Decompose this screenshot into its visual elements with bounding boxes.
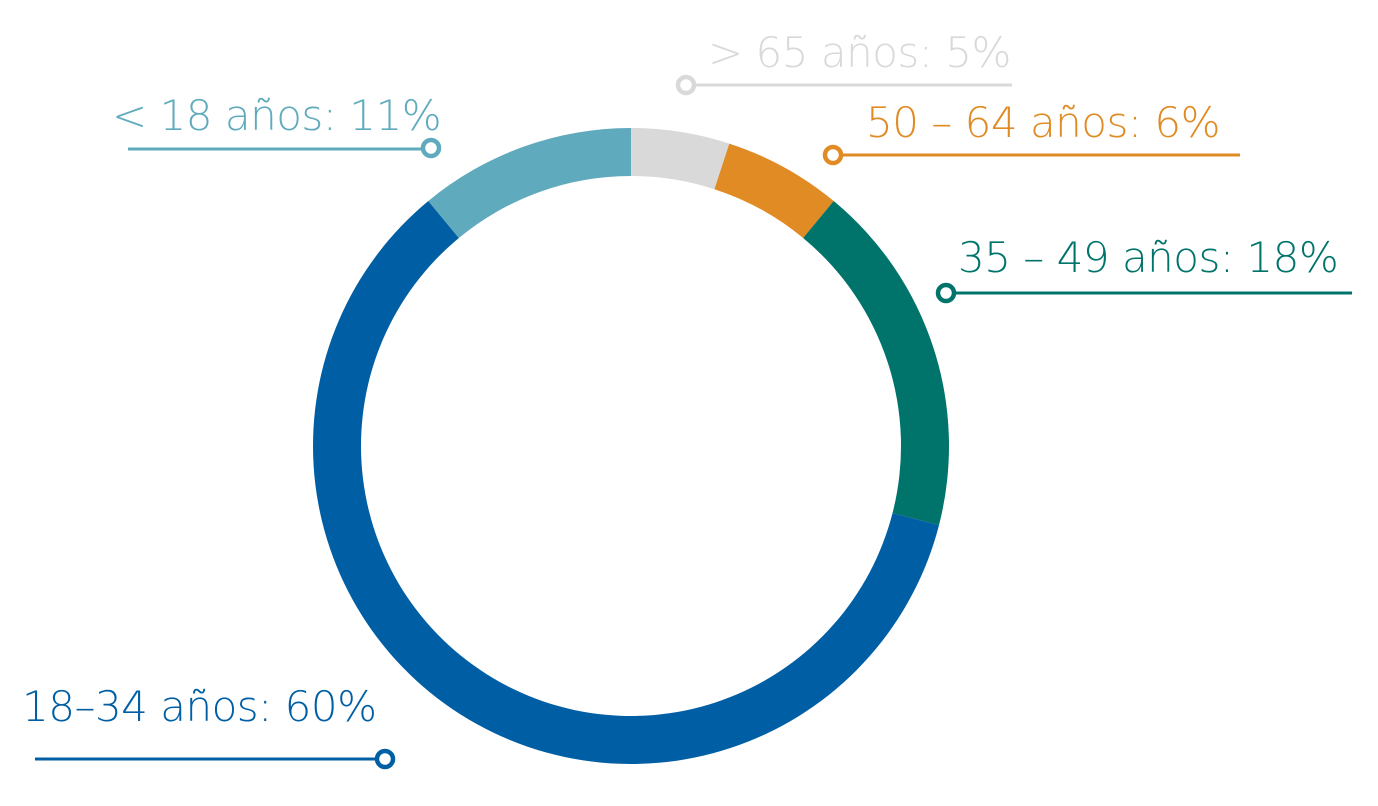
slice-35-49-a-os-18 xyxy=(803,200,949,526)
leader-dot-icon xyxy=(374,748,396,770)
donut-slices xyxy=(313,128,949,764)
callout-35-49-a-os-18: 35 – 49 años: 18% xyxy=(935,233,1352,304)
slice-label: < 18 años: 11% xyxy=(112,91,441,140)
slice-18-a-os-11 xyxy=(428,128,631,238)
callout-50-64-a-os-6: 50 – 64 años: 6% xyxy=(822,98,1240,166)
slice-label: 18–34 años: 60% xyxy=(22,682,377,731)
callout-65-a-os-5: > 65 años: 5% xyxy=(675,28,1012,96)
callout-18-34-a-os-60: 18–34 años: 60% xyxy=(22,682,396,770)
slice-label: 35 – 49 años: 18% xyxy=(958,233,1338,282)
slice-label: 50 – 64 años: 6% xyxy=(866,98,1220,147)
slice-50-64-a-os-6 xyxy=(714,143,834,238)
leader-dot-icon xyxy=(420,137,442,159)
leader-dot-icon xyxy=(822,144,844,166)
callout-18-a-os-11: < 18 años: 11% xyxy=(112,91,442,159)
leader-dot-icon xyxy=(675,74,697,96)
slice-18-34-a-os-60 xyxy=(313,200,940,764)
slice-label: > 65 años: 5% xyxy=(708,28,1011,77)
leader-dot-icon xyxy=(935,282,957,304)
slice-callouts: > 65 años: 5% 50 – 64 años: 6% 35 – 49 año… xyxy=(22,28,1352,770)
slice-65-a-os-5 xyxy=(631,128,730,190)
